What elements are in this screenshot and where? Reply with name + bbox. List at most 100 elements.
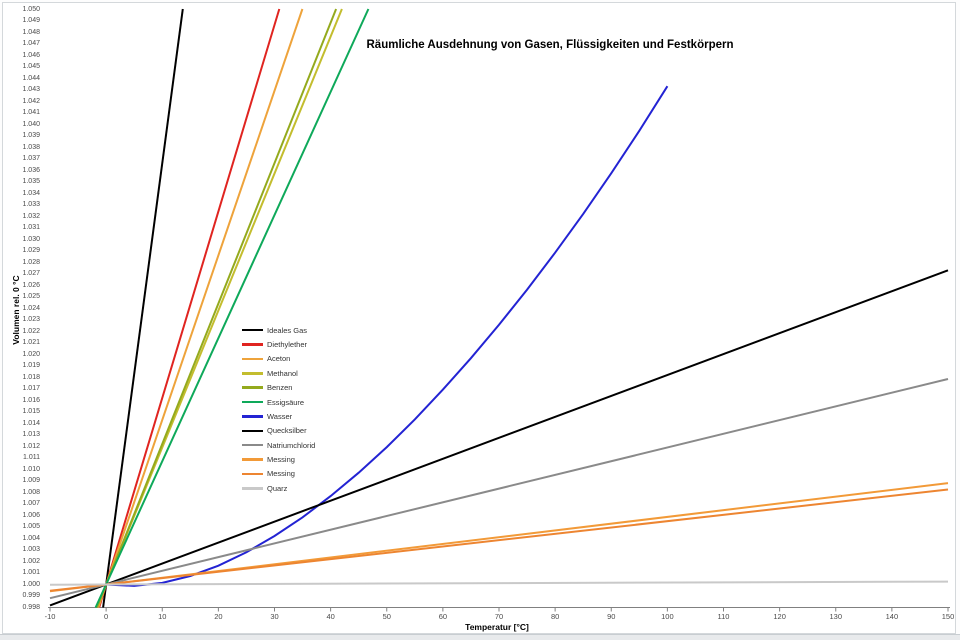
y-tick-label: 1.031: [22, 224, 40, 232]
legend-label: Essigsäure: [267, 397, 305, 407]
y-tick-label: 1.027: [22, 270, 40, 278]
y-tick-label: 1.010: [22, 465, 40, 473]
legend-item: Aceton: [242, 352, 315, 366]
legend-line-swatch: [242, 443, 263, 447]
legend-line-swatch: [242, 458, 263, 461]
legend-item: Quarz: [242, 481, 315, 495]
y-tick-label: 1.038: [22, 143, 40, 151]
legend-label: Benzen: [267, 383, 293, 393]
y-tick-label: 1.029: [22, 247, 40, 255]
y-tick-label: 1.004: [22, 534, 40, 542]
x-tick-label: 150: [941, 612, 955, 621]
chart-legend: Ideales Gas Diethylether Aceton Methanol Ben…: [242, 323, 315, 496]
legend-item: Essigsäure: [242, 395, 315, 409]
y-tick-label: 1.018: [22, 373, 40, 381]
series-line-natriumchlorid: [49, 378, 949, 600]
series-line-ideales-gas: [102, 8, 184, 608]
y-tick-label: 1.045: [22, 63, 40, 71]
x-tick-label: 140: [885, 612, 899, 621]
legend-line-swatch: [242, 372, 263, 375]
legend-label: Quecksilber: [267, 426, 307, 436]
x-tick-label: 0: [104, 612, 109, 621]
y-tick-label: 1.037: [22, 155, 40, 163]
y-tick-label: 1.020: [22, 350, 40, 358]
y-tick-label: 1.049: [22, 17, 40, 24]
y-tick-label: 1.047: [22, 40, 40, 48]
y-tick-label: 1.028: [22, 258, 40, 266]
x-tick-label: 80: [550, 612, 560, 621]
x-tick-label: 90: [607, 612, 616, 621]
window-bottom-edge: [0, 634, 960, 640]
y-tick-label: 1.012: [22, 442, 40, 450]
y-tick-label: 1.005: [22, 523, 40, 531]
legend-line-swatch: [242, 429, 263, 432]
y-tick-label: 1.007: [22, 500, 40, 508]
legend-label: Messing: [267, 469, 295, 479]
x-tick-label: 60: [438, 612, 448, 621]
y-tick-label: 1.032: [22, 212, 40, 220]
legend-line-swatch: [242, 386, 263, 389]
y-tick-label: 1.016: [22, 396, 40, 404]
legend-line-swatch: [242, 415, 263, 418]
y-tick-label: 1.001: [22, 569, 40, 577]
legend-item: Benzen: [242, 381, 315, 395]
y-tick-label: 1.042: [22, 97, 40, 105]
y-tick-label: 1.003: [22, 546, 40, 554]
y-tick-label: 1.011: [23, 454, 40, 462]
series-line-diethylether: [98, 8, 281, 608]
legend-item: Quecksilber: [242, 424, 315, 438]
legend-label: Quarz: [267, 483, 288, 493]
legend-label: Natriumchlorid: [267, 440, 316, 450]
legend-label: Wasser: [267, 411, 293, 421]
y-tick-label: 1.036: [22, 166, 40, 174]
x-tick-label: 10: [158, 612, 167, 621]
legend-label: Diethylether: [267, 340, 308, 350]
legend-label: Aceton: [267, 354, 291, 364]
legend-line-swatch: [242, 400, 263, 404]
series-line-essigsäure: [94, 8, 370, 608]
y-tick-label: 1.002: [22, 557, 40, 565]
x-tick-label: 20: [214, 612, 223, 621]
series-line-aceton: [97, 8, 304, 608]
x-tick-label: 70: [494, 612, 504, 621]
series-line-messing: [49, 488, 949, 592]
y-tick-label: 1.021: [22, 339, 40, 347]
y-tick-label: 1.050: [22, 5, 40, 13]
legend-line-swatch: [242, 328, 263, 332]
y-tick-label: 1.025: [22, 293, 40, 301]
x-tick-label: 30: [270, 612, 279, 621]
legend-line-swatch: [242, 487, 263, 490]
y-tick-label: 1.023: [22, 316, 40, 324]
legend-item: Ideales Gas: [242, 323, 315, 337]
y-tick-label: 0.998: [22, 604, 40, 611]
legend-line-swatch: [242, 472, 263, 476]
y-tick-label: 1.043: [22, 86, 40, 94]
y-tick-label: 1.019: [22, 362, 40, 370]
y-tick-label: 1.033: [22, 201, 40, 209]
y-tick-label: 0.999: [22, 592, 40, 600]
y-tick-label: 1.008: [22, 488, 40, 496]
y-tick-label: 1.017: [22, 385, 40, 393]
y-tick-label: 1.048: [22, 28, 40, 36]
y-tick-label: 1.015: [22, 408, 40, 416]
x-tick-label: 50: [382, 612, 391, 621]
legend-line-swatch: [242, 343, 263, 346]
x-tick-label: 100: [661, 612, 674, 621]
legend-label: Messing: [267, 455, 295, 465]
legend-item: Messing: [242, 467, 315, 481]
series-line-quecksilber: [49, 269, 949, 607]
series-line-benzen: [95, 8, 338, 608]
legend-item: Diethylether: [242, 337, 315, 351]
series-line-quarz: [49, 580, 949, 586]
y-tick-label: 1.041: [22, 109, 40, 117]
legend-item: Methanol: [242, 366, 315, 380]
legend-item: Natriumchlorid: [242, 438, 315, 452]
x-tick-label: 40: [326, 612, 335, 621]
x-tick-label: 120: [773, 612, 786, 621]
y-tick-label: 1.024: [22, 304, 40, 312]
legend-line-swatch: [242, 357, 263, 361]
y-tick-label: 1.014: [22, 419, 40, 427]
y-tick-label: 1.013: [22, 431, 40, 439]
y-tick-label: 1.044: [22, 74, 40, 82]
y-tick-label: 1.040: [22, 120, 40, 128]
